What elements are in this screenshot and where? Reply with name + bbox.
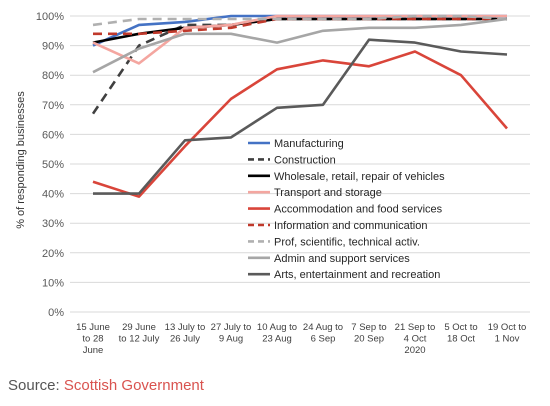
legend-label: Accommodation and food services: [274, 204, 443, 216]
source-caption: Source: Scottish Government: [8, 377, 204, 394]
y-tick-label: 40%: [42, 189, 64, 201]
y-tick-label: 90%: [42, 41, 64, 53]
source-link[interactable]: Scottish Government: [63, 377, 204, 394]
x-tick-label: 13 July to 26 July: [165, 322, 206, 345]
series-line: [93, 38, 508, 195]
series-line: [92, 17, 507, 44]
y-tick-labels: 0% 10% 20% 30% 40% 50% 60% 70% 80% 90% 100%: [36, 11, 64, 319]
x-tick-label: 21 Sep to 4 Oct 2020: [395, 322, 436, 356]
source-label: Source:: [8, 377, 64, 394]
legend-label: Wholesale, retail, repair of vehicles: [274, 171, 445, 183]
y-tick-label: 0%: [48, 307, 64, 319]
legend-label: Admin and support services: [274, 253, 410, 265]
y-tick-label: 10%: [42, 277, 64, 289]
y-tick-label: 70%: [42, 100, 64, 112]
x-tick-label: 29 June to 12 July: [119, 322, 160, 345]
series-line: [92, 17, 508, 74]
y-tick-label: 80%: [42, 70, 64, 82]
x-tick-label: 24 Aug to 6 Sep: [303, 322, 343, 345]
series-line: [92, 50, 508, 198]
y-tick-label: 50%: [42, 159, 64, 171]
x-tick-label: 7 Sep to 20 Sep: [351, 322, 386, 345]
legend-label: Transport and storage: [274, 187, 382, 199]
gridlines: [70, 15, 530, 313]
legend-label: Prof, scientific, technical activ.: [274, 236, 420, 248]
y-tick-label: 60%: [42, 129, 64, 141]
series-line: [93, 17, 507, 36]
legend-label: Information and communication: [274, 220, 427, 232]
x-tick-label: 15 June to 28 June: [76, 322, 110, 356]
x-tick-label: 19 Oct to 1 Nov: [488, 322, 527, 345]
series-line: [92, 14, 508, 27]
legend-label: Construction: [274, 154, 336, 166]
y-tick-label: 100%: [36, 11, 64, 23]
y-tick-label: 20%: [42, 248, 64, 260]
x-tick-label: 5 Oct to 18 Oct: [444, 322, 477, 345]
legend: Manufacturing Construction Wholesale, reta…: [248, 138, 445, 281]
y-axis-label: % of responding businesses: [15, 91, 27, 229]
x-tick-label: 10 Aug to 23 Aug: [257, 322, 297, 345]
y-tick-label: 30%: [42, 218, 64, 230]
legend-label: Arts, entertainment and recreation: [274, 269, 440, 281]
legend-label: Manufacturing: [274, 138, 344, 150]
series-lines: [91, 14, 508, 198]
x-tick-label: 27 July to 9 Aug: [211, 322, 252, 345]
